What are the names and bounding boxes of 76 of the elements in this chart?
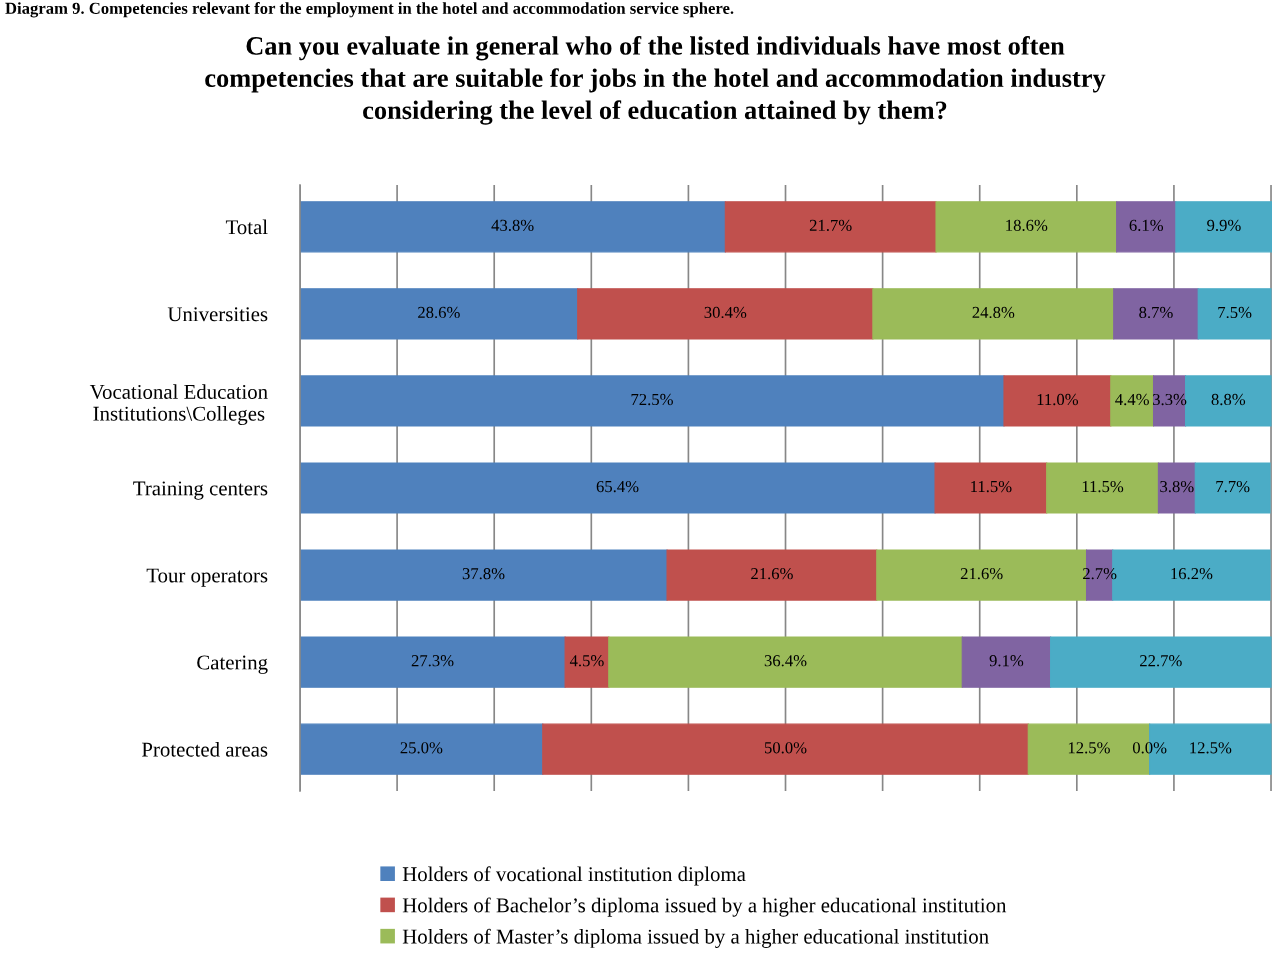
data-label: 21.6% <box>751 567 793 580</box>
bar <box>1185 375 1272 427</box>
bar <box>608 636 963 688</box>
data-label: 6.1% <box>1129 219 1164 232</box>
y-tick-label: Protected areas <box>141 741 268 757</box>
data-label: 4.5% <box>569 655 604 667</box>
bar <box>300 723 544 775</box>
data-label: 0.0% <box>1132 742 1167 754</box>
bar <box>542 723 1029 775</box>
bar <box>577 288 874 340</box>
legend-label: Holders of Master’s diploma issued by a higher educational institution <box>402 928 989 948</box>
bar <box>872 288 1115 340</box>
data-label: 12.5% <box>1068 742 1110 754</box>
y-tick-label: Vocational Education Institutions\Colleges <box>89 384 268 425</box>
bar <box>1194 462 1271 514</box>
y-tick-label: Tour operators <box>146 568 268 587</box>
data-label: 3.8% <box>1160 480 1194 493</box>
legend-label: Holders of vocational institution diploma <box>402 866 746 886</box>
data-label: 37.8% <box>462 567 505 580</box>
data-label: 9.9% <box>1207 219 1241 232</box>
bar <box>1003 375 1112 427</box>
y-tick-label: Total <box>225 219 268 235</box>
data-label: 36.4% <box>764 655 807 667</box>
data-label: 21.6% <box>960 567 1003 580</box>
bar <box>1157 462 1196 514</box>
data-label: 21.7% <box>809 219 852 232</box>
data-label: 8.8% <box>1211 393 1246 406</box>
data-label: 43.8% <box>491 219 534 232</box>
data-label: 24.8% <box>972 306 1015 319</box>
bar <box>666 549 878 601</box>
data-label: 28.6% <box>418 306 460 319</box>
bar <box>1197 288 1272 340</box>
data-label: 9.1% <box>989 655 1024 667</box>
legend-label: Holders of Bachelor’s diploma issued by a higher educational institution <box>402 897 1007 917</box>
bar <box>1152 375 1187 427</box>
bar <box>935 201 1118 253</box>
data-label: 11.5% <box>1082 480 1124 493</box>
data-label: 25.0% <box>400 742 443 754</box>
bar <box>300 201 726 253</box>
data-label: 7.5% <box>1218 306 1252 319</box>
bar <box>300 462 936 514</box>
bar <box>1050 636 1272 688</box>
data-label: 4.4% <box>1115 393 1149 406</box>
bar <box>724 201 937 253</box>
data-label: 11.5% <box>971 480 1012 493</box>
data-label: 7.7% <box>1216 480 1250 493</box>
data-label: 12.5% <box>1190 742 1232 754</box>
bar <box>1113 288 1199 340</box>
bar <box>961 636 1052 688</box>
y-tick-label: Catering <box>197 655 268 674</box>
data-label: 2.7% <box>1083 567 1117 580</box>
data-label: 16.2% <box>1171 567 1213 580</box>
bar <box>564 636 610 688</box>
bar <box>934 462 1048 514</box>
data-label: 30.4% <box>704 306 747 319</box>
bar <box>300 375 1005 427</box>
y-tick-label: Universities <box>167 307 268 322</box>
bar <box>1175 201 1272 253</box>
data-label: 8.7% <box>1139 306 1173 319</box>
bar <box>300 636 566 688</box>
text: Diagram 9. Competencies relevant for the employment in the hotel and accommodation service sphere. <box>5 2 734 18</box>
bar <box>1110 375 1155 427</box>
data-label: 72.5% <box>631 393 673 406</box>
bar <box>1046 462 1159 514</box>
bar <box>300 288 579 340</box>
data-label: 65.4% <box>596 480 639 493</box>
y-tick-label: Training centers <box>133 481 268 500</box>
chart-title: Can you evaluate in general who of the listed individuals have most often competencies that are suitable for jobs in the hotel and accommodation industry considering the level of education attained by them? <box>205 36 1106 125</box>
data-label: 3.3% <box>1153 393 1187 406</box>
data-label: 18.6% <box>1006 219 1048 232</box>
bar <box>300 549 668 601</box>
data-label: 50.0% <box>764 742 807 754</box>
data-label: 22.7% <box>1140 655 1182 667</box>
bar <box>1116 201 1177 253</box>
data-label: 27.3% <box>411 655 454 667</box>
data-label: 11.0% <box>1037 393 1079 406</box>
